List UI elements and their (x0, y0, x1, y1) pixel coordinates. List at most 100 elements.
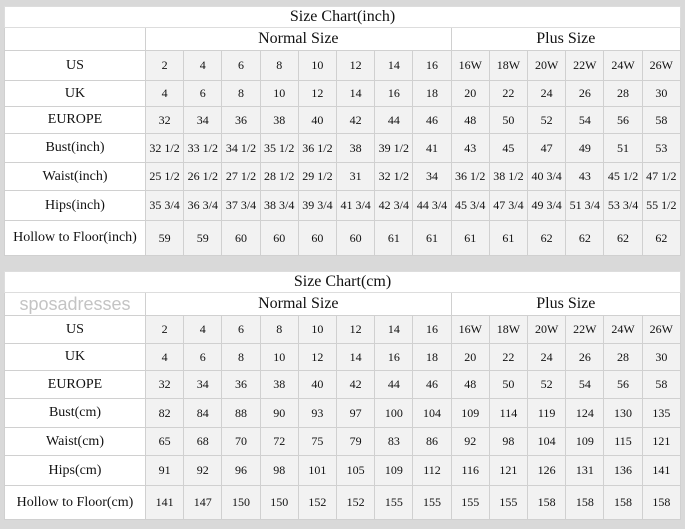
size-cell: 82 (144, 398, 185, 428)
size-cell: 91 (144, 455, 185, 486)
size-cell: 48 (450, 106, 490, 134)
size-cell: 114 (488, 398, 529, 428)
size-cell: 119 (527, 398, 567, 428)
size-cell: 90 (259, 398, 299, 428)
size-cell: 136 (603, 455, 643, 486)
size-cell: 72 (259, 427, 299, 456)
size-cell: 54 (565, 106, 605, 134)
size-cell: 51 3/4 (565, 190, 605, 221)
table-row: EUROPE 32 34 36 38 40 42 44 46 48 50 52 54 56 58 (4, 370, 682, 399)
size-cell: 109 (374, 455, 414, 486)
size-cell: 4 (144, 80, 185, 107)
size-cell: 62 (527, 220, 567, 256)
table-row: Hips(inch) 35 3/4 36 3/4 37 3/4 38 3/4 39 3/4… (4, 190, 682, 221)
size-cell: 32 1/2 (374, 162, 414, 191)
size-cell: 155 (488, 485, 529, 520)
table-row: UK 4 6 8 10 12 14 16 18 20 22 24 26 28 30 (4, 343, 682, 371)
size-cell: 130 (603, 398, 643, 428)
size-cell: 34 1/2 (221, 133, 261, 163)
size-cell: 6 (183, 343, 223, 371)
size-cell: 14 (336, 343, 376, 371)
size-cell: 10 (259, 80, 299, 107)
size-cell: 155 (412, 485, 452, 520)
size-cell: 52 (527, 106, 567, 134)
size-cell: 79 (336, 427, 376, 456)
size-cell: 26 1/2 (183, 162, 223, 191)
size-cell: 97 (336, 398, 376, 428)
size-cell: 158 (641, 485, 682, 520)
size-cell: 58 (641, 370, 682, 399)
size-cell: 43 (450, 133, 490, 163)
table-title: Size Chart(inch) (4, 6, 681, 28)
size-cell: 47 (527, 133, 567, 163)
size-cell: 109 (565, 427, 605, 456)
size-cell: 84 (183, 398, 223, 428)
size-cell: 16W (450, 315, 490, 344)
size-cell: 158 (603, 485, 643, 520)
size-cell: 33 1/2 (183, 133, 223, 163)
size-cell: 20 (450, 343, 490, 371)
size-cell: 8 (259, 315, 299, 344)
size-cell: 40 (297, 370, 338, 399)
table-row: US 2 4 6 8 10 12 14 16 16W 18W 20W 22W 24W 26W (4, 50, 682, 81)
size-cell: 61 (374, 220, 414, 256)
size-cell: 59 (183, 220, 223, 256)
size-cell: 18W (488, 315, 529, 344)
size-cell: 100 (374, 398, 414, 428)
size-cell: 32 1/2 (144, 133, 185, 163)
table-row: Bust(cm) 82 84 88 90 93 97 100 104 109 114 119 124 13… (4, 398, 682, 428)
size-cell: 20W (527, 50, 567, 81)
corner-cell (4, 27, 146, 51)
size-cell: 38 (259, 370, 299, 399)
size-cell: 116 (450, 455, 490, 486)
size-cell: 50 (488, 370, 529, 399)
size-cell: 41 (412, 133, 452, 163)
row-label: Hips(cm) (4, 455, 146, 486)
size-cell: 48 (450, 370, 490, 399)
size-cell: 141 (144, 485, 185, 520)
size-cell: 8 (221, 80, 261, 107)
table-row: Waist(inch) 25 1/2 26 1/2 27 1/2 28 1/2 29 1/… (4, 162, 682, 191)
size-cell: 30 (641, 343, 682, 371)
size-cell: 51 (603, 133, 643, 163)
size-cell: 61 (450, 220, 490, 256)
size-cell: 26W (641, 50, 682, 81)
size-cell: 36 3/4 (183, 190, 223, 221)
size-cell: 46 (412, 106, 452, 134)
size-cell: 43 (565, 162, 605, 191)
size-cell: 53 3/4 (603, 190, 643, 221)
size-table: Size Chart(cm) sposadresses Normal Size Plu… (4, 271, 682, 520)
row-label: EUROPE (4, 106, 146, 134)
size-cell: 12 (297, 80, 338, 107)
size-cell: 104 (527, 427, 567, 456)
row-label: Waist(inch) (4, 162, 146, 191)
size-cell: 30 (641, 80, 682, 107)
size-cell: 39 1/2 (374, 133, 414, 163)
size-cell: 14 (374, 50, 414, 81)
size-cell: 31 (336, 162, 376, 191)
size-cell: 38 1/2 (488, 162, 529, 191)
size-cell: 45 (488, 133, 529, 163)
size-cell: 2 (144, 50, 185, 81)
size-cell: 56 (603, 106, 643, 134)
size-cell: 36 (221, 370, 261, 399)
size-cell: 54 (565, 370, 605, 399)
size-cell: 155 (450, 485, 490, 520)
row-label: Waist(cm) (4, 427, 146, 456)
row-label: US (4, 50, 146, 81)
size-cell: 126 (527, 455, 567, 486)
size-cell: 135 (641, 398, 682, 428)
size-cell: 24 (527, 80, 567, 107)
size-cell: 83 (374, 427, 414, 456)
size-cell: 42 (336, 370, 376, 399)
size-cell: 40 3/4 (527, 162, 567, 191)
normal-size-header: Normal Size (145, 292, 452, 316)
size-cell: 62 (641, 220, 682, 256)
size-cell: 6 (221, 315, 261, 344)
size-cell: 45 3/4 (450, 190, 490, 221)
size-cell: 16 (374, 80, 414, 107)
size-cell: 121 (488, 455, 529, 486)
size-cell: 16 (374, 343, 414, 371)
size-chart-cm: Size Chart(cm) sposadresses Normal Size Plu… (4, 271, 682, 520)
table-row: Hollow to Floor(cm) 141 147 150 150 152 152 155… (4, 485, 682, 520)
